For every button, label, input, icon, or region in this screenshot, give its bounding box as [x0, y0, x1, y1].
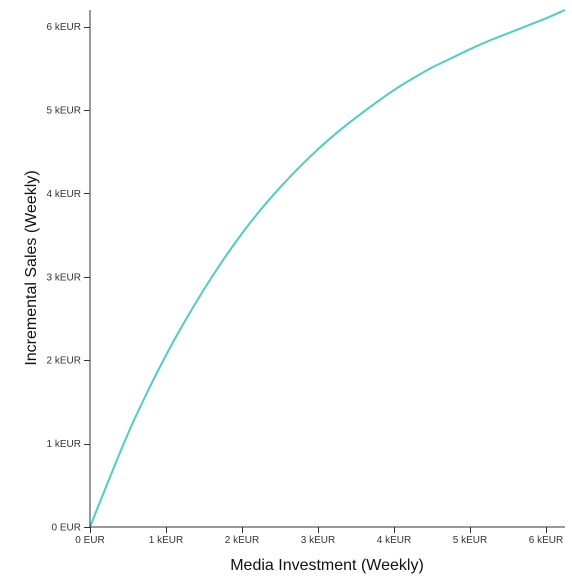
x-tick-label: 2 kEUR: [225, 535, 259, 546]
y-tick-label: 0 EUR: [52, 523, 81, 534]
y-tick-label: 6 kEUR: [47, 22, 81, 33]
y-tick-label: 3 kEUR: [47, 272, 81, 283]
x-tick-label: 1 kEUR: [149, 535, 183, 546]
x-tick-label: 0 EUR: [75, 535, 104, 546]
y-tick-label: 4 kEUR: [47, 189, 81, 200]
y-axis-title: Incremental Sales (Weekly): [23, 170, 40, 365]
response-curve-line: [89, 9, 566, 528]
y-tick-label: 2 kEUR: [47, 356, 81, 367]
x-axis-ticks: 0 EUR 1 kEUR 2 kEUR 3 kEUR 4 kEUR 5 kEUR 6 kEU…: [75, 527, 563, 546]
x-tick-label: 5 kEUR: [453, 535, 487, 546]
x-tick-label: 4 kEUR: [377, 535, 411, 546]
y-axis-ticks: 0 EUR 1 kEUR 2 kEUR 3 kEUR 4 kEUR 5 kEUR 6 kEU…: [47, 22, 90, 534]
x-tick-label: 6 kEUR: [529, 535, 563, 546]
plot-area: [89, 9, 566, 528]
y-tick-label: 5 kEUR: [47, 106, 81, 117]
y-tick-label: 1 kEUR: [47, 439, 81, 450]
x-tick-label: 3 kEUR: [301, 535, 335, 546]
axes: [89, 10, 565, 528]
x-axis-title: Media Investment (Weekly): [230, 557, 424, 574]
